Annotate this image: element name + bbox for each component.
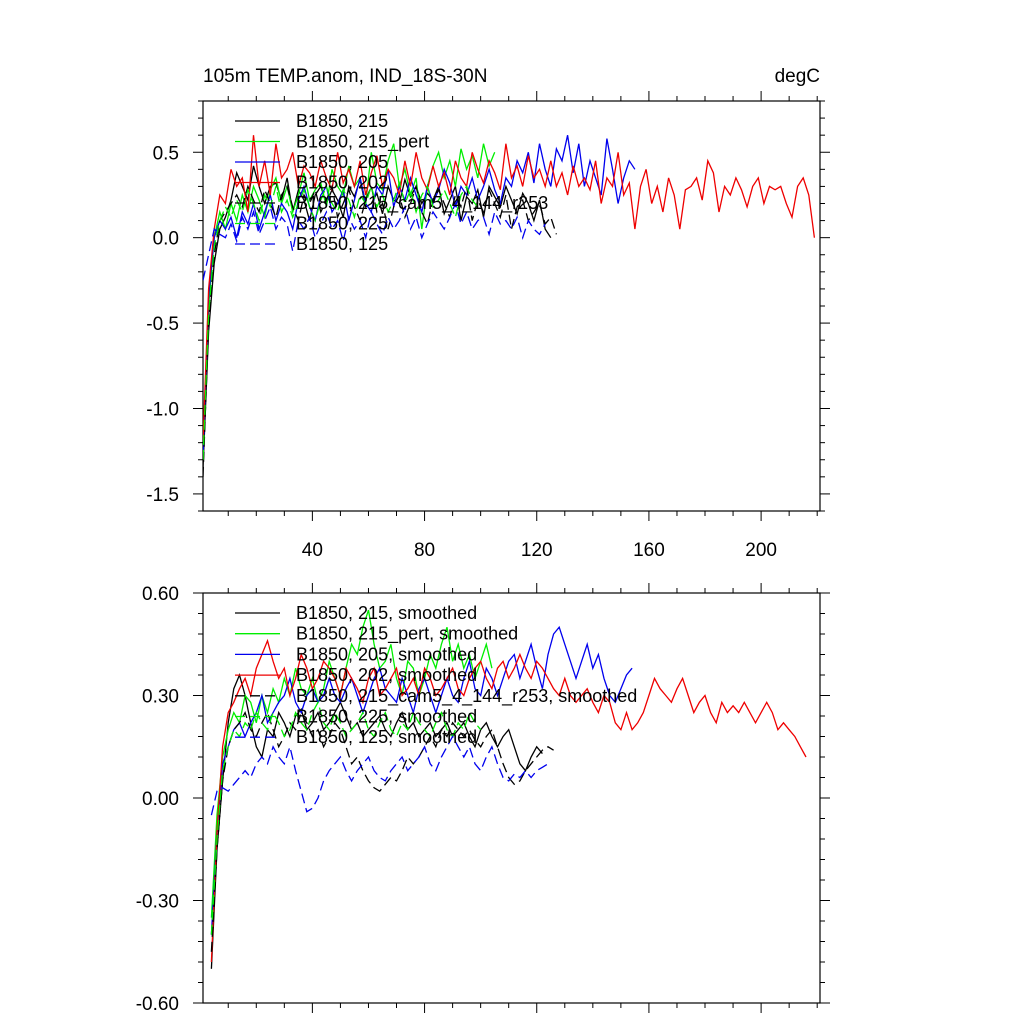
y-tick-label: 0.0 <box>153 229 179 250</box>
y-tick-label: -1.0 <box>146 400 179 421</box>
bottom-panel: -0.60 -0.30 0.00 0.30 0.60 B1850, 215, smooth… <box>136 583 830 1015</box>
legend-label: B1850, 125 <box>296 234 388 254</box>
x-tick-label: 40 <box>302 540 323 561</box>
series-line-3 <box>203 135 816 443</box>
legend-label: B1850, 125, smoothed <box>296 727 477 747</box>
y-tick-label: 0.30 <box>142 687 179 708</box>
x-tick-label: 80 <box>414 540 435 561</box>
series-line-5 <box>210 700 482 935</box>
top-chart-units: degC <box>775 66 820 87</box>
series-line-2 <box>203 135 636 460</box>
y-tick-label: -0.30 <box>136 892 179 913</box>
legend-label: B1850, 202 <box>296 173 388 193</box>
x-tick-label: 200 <box>745 540 777 561</box>
legend-label: B1850, 215, smoothed <box>296 603 477 623</box>
series-line-5 <box>203 180 479 460</box>
legend-label: B1850, 205 <box>296 152 388 172</box>
x-tick-label: 160 <box>633 540 665 561</box>
legend-label: B1850, 202, smoothed <box>296 665 477 685</box>
series-line-4 <box>210 710 554 952</box>
top-chart-title: 105m TEMP.anom, IND_18S-30N <box>203 66 487 87</box>
y-tick-label: 0.60 <box>142 584 179 605</box>
series-line-4 <box>203 183 558 477</box>
x-tick-label: 120 <box>521 540 553 561</box>
y-tick-label: 0.00 <box>142 789 179 810</box>
legend-label: B1850, 215 <box>296 111 388 131</box>
y-tick-label: 0.5 <box>153 143 179 164</box>
legend-label: B1850, 225, smoothed <box>296 707 477 727</box>
series-line-6 <box>210 735 549 816</box>
series-line-1 <box>210 609 493 918</box>
legend-label: B1850, 225 <box>296 214 388 234</box>
series-line-0 <box>203 165 552 469</box>
top-panel: 105m TEMP.anom, IND_18S-30N degC 40 80 120… <box>146 66 830 561</box>
series-line-6 <box>203 201 546 281</box>
legend-label: B1850, 215_cam5_4_144_r253 <box>296 193 548 214</box>
series-line-3 <box>210 638 807 963</box>
legend-label: B1850, 215_cam5_4_144_r253, smoothed <box>296 686 637 707</box>
legend-label: B1850, 215_pert <box>296 132 429 153</box>
y-tick-label: -0.60 <box>136 994 179 1015</box>
legend-label: B1850, 205, smoothed <box>296 644 477 664</box>
legend-label: B1850, 215_pert, smoothed <box>296 624 518 645</box>
y-tick-label: -1.5 <box>146 485 179 506</box>
series-line-0 <box>210 673 543 969</box>
y-tick-label: -0.5 <box>146 314 179 335</box>
